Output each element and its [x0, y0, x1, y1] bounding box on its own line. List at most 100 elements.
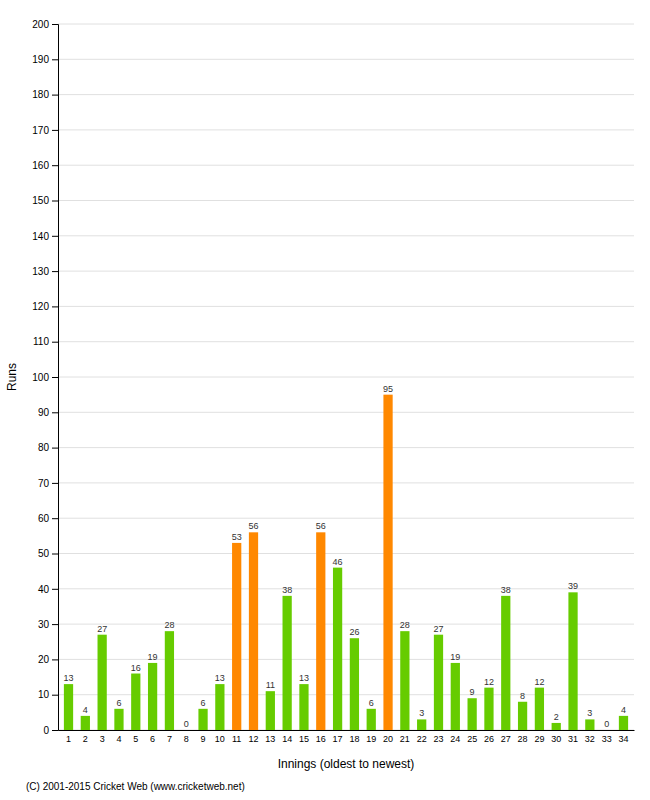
- tick: 0: [43, 725, 58, 736]
- data-label: 13: [64, 673, 74, 683]
- data-label: 19: [148, 652, 158, 662]
- tick-mark: [52, 342, 58, 343]
- bar: [535, 688, 544, 730]
- tick: 12: [248, 734, 258, 744]
- bar: [501, 596, 510, 730]
- tick-mark: [52, 554, 58, 555]
- data-label: 38: [282, 585, 292, 595]
- tick-label: 0: [43, 725, 49, 736]
- tick-label: 2: [83, 734, 88, 744]
- tick: 150: [32, 195, 58, 206]
- tick: 120: [32, 301, 58, 312]
- data-label: 0: [604, 719, 609, 729]
- bar: [299, 684, 308, 730]
- tick: 170: [32, 125, 58, 136]
- tick-label: 11: [232, 734, 241, 744]
- tick-label: 9: [201, 734, 206, 744]
- bar: [148, 663, 157, 730]
- tick-mark: [52, 130, 58, 131]
- tick-label: 22: [417, 734, 427, 744]
- tick: 27: [501, 734, 511, 744]
- tick: 60: [38, 513, 58, 524]
- bar: [518, 702, 527, 730]
- tick-label: 10: [38, 689, 50, 700]
- tick-mark: [52, 201, 58, 202]
- bar: [266, 691, 275, 730]
- data-label: 56: [248, 521, 258, 531]
- tick-label: 100: [32, 372, 49, 383]
- tick-label: 70: [38, 478, 50, 489]
- tick-label: 190: [32, 54, 49, 65]
- bar: [602, 730, 611, 731]
- tick: 50: [38, 548, 58, 559]
- tick-mark: [52, 59, 58, 60]
- y-axis: 0102030405060708090100110120130140150160…: [32, 19, 58, 736]
- grid-line: [58, 59, 634, 60]
- tick: 21: [400, 734, 410, 744]
- tick-label: 20: [38, 654, 50, 665]
- tick: 9: [201, 734, 206, 744]
- tick-label: 14: [282, 734, 292, 744]
- tick-mark: [52, 483, 58, 484]
- tick-label: 17: [333, 734, 343, 744]
- tick-label: 50: [38, 548, 50, 559]
- data-label: 46: [333, 557, 343, 567]
- tick-label: 60: [38, 513, 50, 524]
- grid-line: [58, 129, 634, 130]
- bar: [316, 532, 325, 730]
- tick: 16: [316, 734, 326, 744]
- tick: 180: [32, 89, 58, 100]
- tick: 2: [83, 734, 88, 744]
- data-label: 28: [400, 620, 410, 630]
- chart: 1342761619280613535611381356462669528327…: [0, 0, 650, 800]
- grid-line: [58, 341, 634, 342]
- tick-label: 30: [551, 734, 561, 744]
- data-label: 9: [470, 687, 475, 697]
- bar: [451, 663, 460, 730]
- data-label: 26: [349, 627, 359, 637]
- bar: [114, 709, 123, 730]
- data-label: 13: [215, 673, 225, 683]
- tick: 190: [32, 54, 58, 65]
- tick-label: 200: [32, 19, 49, 30]
- tick-label: 29: [534, 734, 544, 744]
- grid-line: [58, 24, 634, 25]
- data-label: 2: [554, 712, 559, 722]
- grid-line: [58, 659, 634, 660]
- tick-label: 25: [467, 734, 477, 744]
- data-label: 12: [484, 677, 494, 687]
- tick-label: 160: [32, 160, 49, 171]
- tick: 3: [100, 734, 105, 744]
- bar: [619, 716, 628, 730]
- tick: 200: [32, 19, 58, 30]
- tick: 17: [333, 734, 343, 744]
- tick-label: 18: [349, 734, 359, 744]
- tick-label: 1: [66, 734, 71, 744]
- tick: 20: [383, 734, 393, 744]
- data-label: 8: [520, 691, 525, 701]
- tick-label: 31: [568, 734, 578, 744]
- tick: 70: [38, 478, 58, 489]
- tick-label: 4: [116, 734, 121, 744]
- x-axis: 1234567891011121314151617181920212223242…: [59, 731, 635, 745]
- bar: [400, 631, 409, 730]
- tick: 1: [66, 734, 71, 744]
- bars: [64, 395, 628, 730]
- bar: [198, 709, 207, 730]
- grid-line: [58, 588, 634, 589]
- tick: 19: [366, 734, 376, 744]
- data-label: 53: [232, 532, 242, 542]
- bar: [165, 631, 174, 730]
- tick-label: 180: [32, 89, 49, 100]
- tick-mark: [52, 165, 58, 166]
- grid-line: [58, 165, 634, 166]
- tick: 6: [150, 734, 155, 744]
- tick-label: 7: [167, 734, 172, 744]
- grid-line: [58, 412, 634, 413]
- bar: [350, 638, 359, 730]
- tick-label: 34: [618, 734, 628, 744]
- bar: [98, 635, 107, 730]
- tick: 100: [32, 372, 58, 383]
- tick-label: 23: [433, 734, 443, 744]
- grid-line: [58, 200, 634, 201]
